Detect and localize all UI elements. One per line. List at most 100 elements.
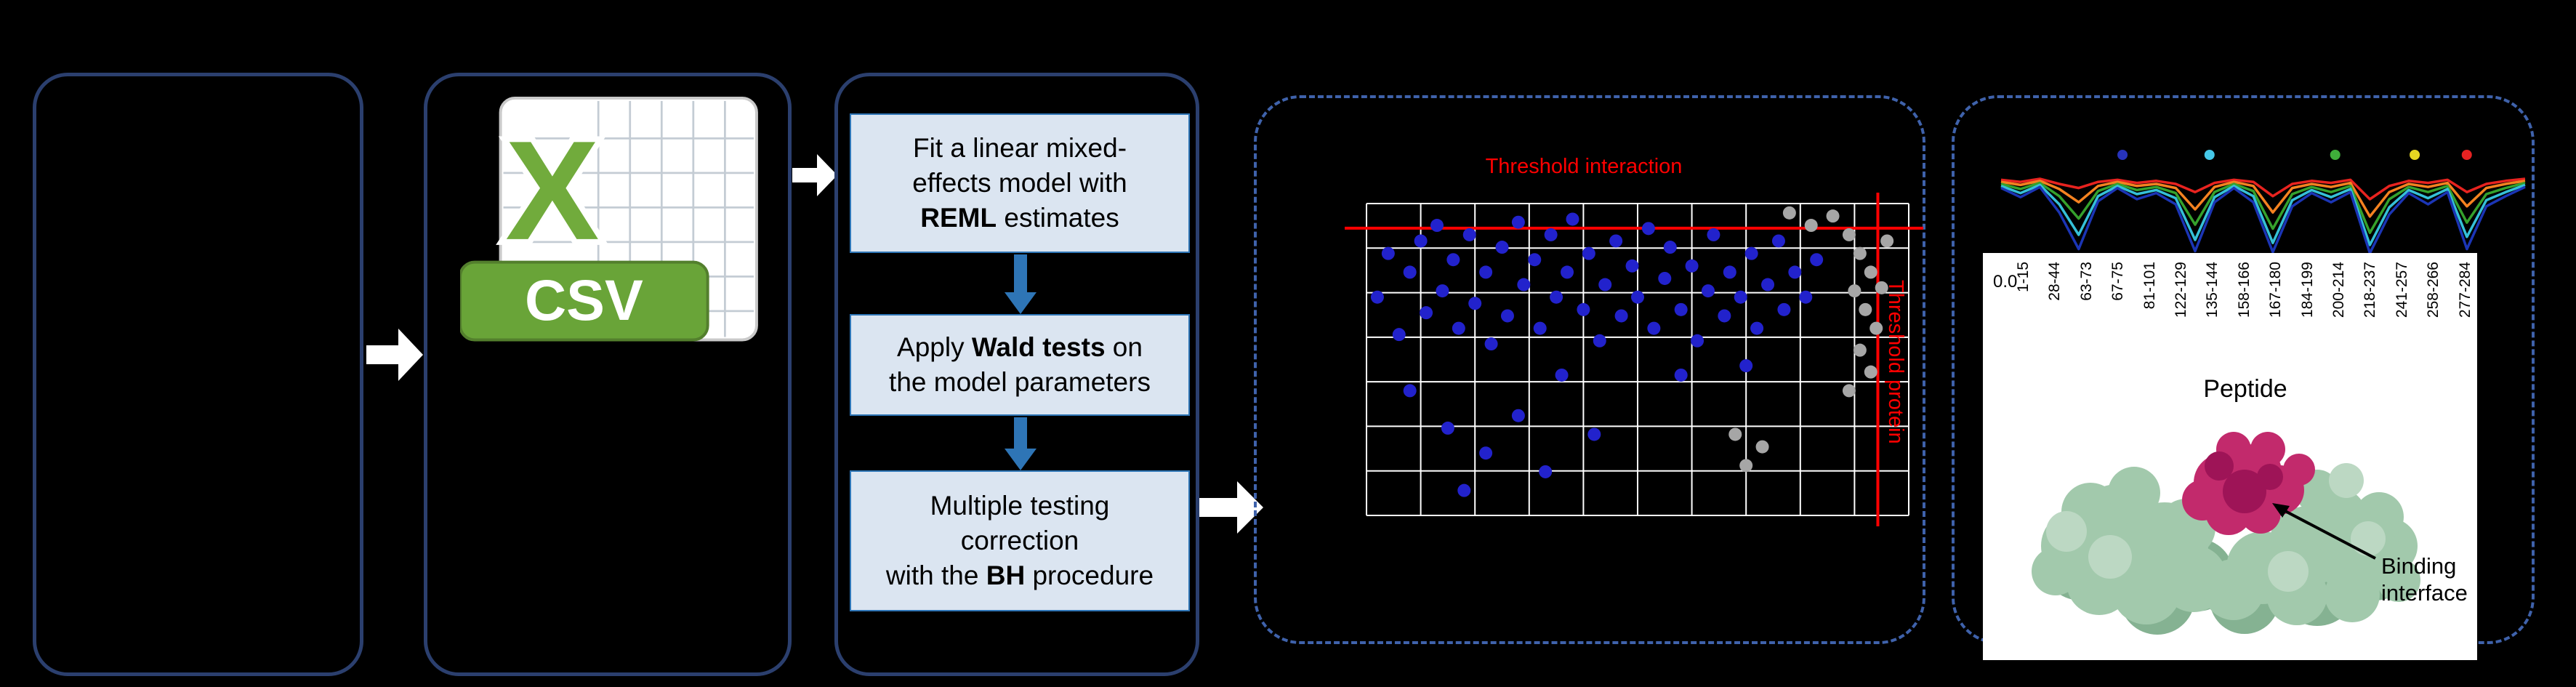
scatter-point xyxy=(1533,321,1547,335)
scatter-point xyxy=(1739,459,1753,473)
scatter-point xyxy=(1707,228,1720,241)
scatter-point xyxy=(1441,421,1454,435)
panel-model-steps: Fit a linear mixed- effects model with R… xyxy=(834,73,1199,676)
profile-marker-dot xyxy=(2461,150,2472,160)
y-axis-tick: 0.0 xyxy=(1993,272,2018,292)
step-line: Fit a linear mixed- xyxy=(912,132,1127,163)
profile-marker-dot xyxy=(2204,150,2215,160)
step-bh-correction: Multiple testing correction with the BH … xyxy=(850,470,1190,611)
scatter-point xyxy=(1381,246,1395,260)
csv-banner xyxy=(460,260,709,342)
scatter-plot xyxy=(1345,193,1923,526)
peptide-axis-labels: 1-15 28-44 63-73 67-75 81-101 122-129 135-144 1… xyxy=(1983,253,2477,387)
scatter-point xyxy=(1718,309,1731,323)
peptide-axis-title: Peptide xyxy=(2203,375,2287,403)
scatter-point xyxy=(1744,246,1758,260)
panel-csv-file: X CSV xyxy=(424,73,792,676)
binding-interface-label: Binding interface xyxy=(2381,553,2468,606)
flow-arrow-2 xyxy=(792,154,837,196)
scatter-point xyxy=(1495,241,1509,254)
profile-line-blue xyxy=(2000,185,2526,254)
scatter-point xyxy=(1875,281,1888,294)
scatter-point xyxy=(1593,334,1606,347)
scatter-point xyxy=(1685,259,1699,273)
peptide-label: 184-199 xyxy=(2298,262,2316,318)
peptide-label: 135-144 xyxy=(2204,262,2221,318)
peptide-label: 1-15 xyxy=(2015,262,2032,293)
scatter-point xyxy=(1462,228,1476,241)
scatter-point xyxy=(1755,440,1769,454)
scatter-point xyxy=(1826,209,1840,223)
scatter-points-gray xyxy=(1728,206,1894,473)
scatter-point xyxy=(1555,368,1569,382)
scatter-point xyxy=(1587,427,1601,441)
scatter-point xyxy=(1420,306,1433,320)
peptide-label: 241-257 xyxy=(2393,262,2410,318)
scatter-point xyxy=(1750,321,1764,335)
scatter-point xyxy=(1430,219,1444,233)
step-line: Multiple testing xyxy=(930,490,1110,521)
scatter-point xyxy=(1869,321,1883,335)
scatter-point xyxy=(1582,246,1595,260)
scatter-point xyxy=(1853,343,1867,357)
scatter-point xyxy=(1842,228,1856,241)
scatter-point xyxy=(1663,241,1677,254)
step-line: with the BH procedure xyxy=(885,561,1154,591)
scatter-point xyxy=(1511,409,1525,422)
peptide-label: 277-284 xyxy=(2456,262,2474,318)
scatter-point xyxy=(1701,284,1715,298)
csv-banner-label: CSV xyxy=(525,268,643,332)
scatter-point xyxy=(1880,234,1894,248)
step-line: Apply Wald tests on xyxy=(897,332,1143,362)
scatter-point xyxy=(1848,284,1861,298)
profile-line-orange xyxy=(2000,180,2526,218)
peptide-label: 122-129 xyxy=(2173,262,2189,318)
scatter-point xyxy=(1544,228,1558,241)
scatter-point xyxy=(1436,284,1449,298)
step-line: REML estimates xyxy=(920,203,1119,233)
peptide-label: 200-214 xyxy=(2330,262,2347,318)
scatter-point xyxy=(1446,253,1460,267)
flow-arrow-3 xyxy=(1199,481,1263,534)
scatter-point xyxy=(1457,483,1471,497)
scatter-point xyxy=(1577,302,1590,316)
profile-marker-dot xyxy=(2410,150,2420,160)
scatter-point xyxy=(1414,234,1428,248)
scatter-point xyxy=(1609,234,1623,248)
step-wald-tests: Apply Wald tests on the model parameters xyxy=(850,314,1190,416)
threshold-interaction-label: Threshold interaction xyxy=(1485,155,1683,178)
peptide-label: 167-180 xyxy=(2267,262,2285,318)
panel-input xyxy=(33,73,363,676)
profile-marker-dot xyxy=(2117,150,2128,160)
profile-line-cyan xyxy=(2000,183,2526,246)
scatter-point xyxy=(1647,321,1661,335)
scatter-point xyxy=(1734,290,1747,304)
scatter-point xyxy=(1804,219,1818,233)
peptide-label: 158-166 xyxy=(2235,262,2253,318)
scatter-point xyxy=(1728,427,1742,441)
scatter-point xyxy=(1859,302,1872,316)
step-fit-model: Fit a linear mixed- effects model with R… xyxy=(850,113,1190,253)
protein-structure-image xyxy=(2032,432,2420,635)
scatter-point xyxy=(1614,309,1628,323)
profile-line-green xyxy=(2000,181,2526,234)
peptide-label: 63-73 xyxy=(2077,262,2095,301)
scatter-point xyxy=(1550,290,1563,304)
threshold-protein-label: Threshold protein xyxy=(1884,280,1907,444)
scatter-point xyxy=(1739,359,1753,373)
step-line: effects model with xyxy=(912,167,1127,198)
scatter-point xyxy=(1468,297,1482,310)
step-line: correction xyxy=(960,525,1079,555)
scatter-point xyxy=(1777,302,1791,316)
step-line: the model parameters xyxy=(889,367,1151,397)
scatter-point xyxy=(1674,368,1688,382)
peptide-axis-and-structure: 0.0 1-15 28-44 63-73 67-75 81-101 122-129 135-… xyxy=(1983,253,2477,660)
scatter-point xyxy=(1484,337,1498,351)
scatter-point xyxy=(1517,278,1531,292)
scatter-point xyxy=(1658,271,1672,285)
scatter-point xyxy=(1452,321,1465,335)
scatter-grid xyxy=(1366,203,1909,516)
profile-line-red xyxy=(2000,177,2526,201)
peptide-label: 81-101 xyxy=(2141,262,2158,310)
